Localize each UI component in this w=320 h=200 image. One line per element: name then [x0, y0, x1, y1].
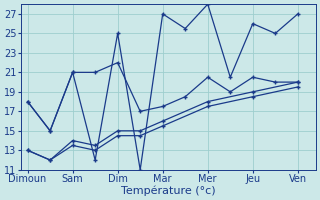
X-axis label: Température (°c): Température (°c)	[121, 185, 216, 196]
